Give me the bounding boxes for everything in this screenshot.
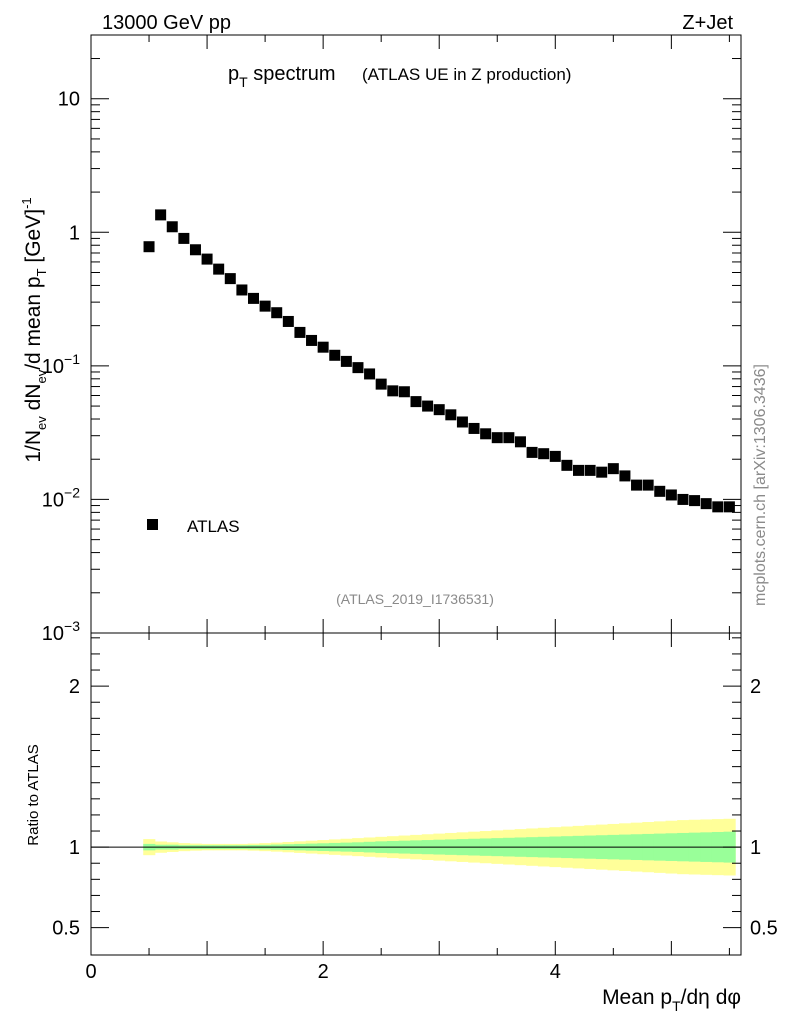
title-main: p xyxy=(228,63,239,85)
data-point xyxy=(561,459,573,471)
upper-panel: 10 1 10−1 10−2 10−3 pT spectrum (ATLAS UE in… xyxy=(19,34,742,645)
lower-panel: 2 2 1 1 0.5 0.5 0 2 4 Ratio to ATLAS Mean pT/dη… xyxy=(25,632,778,1014)
data-point xyxy=(178,232,190,244)
y-tick-label-lower-left: 2 xyxy=(69,676,80,698)
data-point xyxy=(248,292,259,304)
data-points xyxy=(143,209,735,513)
data-point xyxy=(584,464,596,476)
data-point xyxy=(712,501,724,513)
data-point xyxy=(596,466,608,478)
lower-ticks xyxy=(90,633,741,955)
data-point xyxy=(364,368,376,380)
title-sub: T xyxy=(239,74,248,90)
data-point xyxy=(445,409,457,421)
x-tick-label: 0 xyxy=(85,961,96,983)
data-point xyxy=(677,493,689,505)
data-point xyxy=(329,349,341,361)
data-point xyxy=(456,416,468,428)
x-tick-label: 2 xyxy=(318,961,329,983)
plot-subtitle: (ATLAS UE in Z production) xyxy=(362,65,571,84)
data-point xyxy=(375,378,387,390)
data-point xyxy=(387,385,399,397)
data-point xyxy=(538,448,550,460)
data-point xyxy=(143,241,155,253)
data-point xyxy=(491,432,503,444)
data-point xyxy=(514,436,526,448)
y-tick-label-lower-right: 0.5 xyxy=(750,918,778,940)
data-point xyxy=(306,334,318,346)
y-tick-label-upper: 10 xyxy=(58,89,80,111)
data-point xyxy=(665,489,677,501)
legend-marker xyxy=(147,519,158,530)
data-point xyxy=(631,479,643,491)
upper-y-axis-title: 1/Nev dNev/d mean pT [GeV]-1 xyxy=(19,197,49,462)
data-point xyxy=(340,355,352,367)
data-point xyxy=(573,464,584,476)
upper-frame xyxy=(90,34,742,634)
legend-label: ATLAS xyxy=(187,517,240,536)
upper-y-tick-labels: 10 1 10−1 10−2 10−3 xyxy=(42,89,80,645)
data-point xyxy=(689,495,701,507)
data-point xyxy=(549,450,561,462)
data-point xyxy=(271,307,283,319)
data-point xyxy=(607,463,619,475)
data-point xyxy=(503,432,515,444)
data-point xyxy=(224,273,236,285)
data-point xyxy=(166,221,178,233)
process-label: Z+Jet xyxy=(682,12,733,34)
data-point xyxy=(294,326,306,338)
title-word: spectrum xyxy=(248,63,336,85)
energy-label: 13000 GeV pp xyxy=(102,12,231,34)
x-axis-title: Mean pT/dη dφ xyxy=(602,986,741,1014)
upper-ticks xyxy=(90,34,741,634)
data-point xyxy=(189,244,201,256)
y-tick-label-upper: 1 xyxy=(69,222,80,244)
y-tick-label-lower-left: 1 xyxy=(69,837,80,859)
data-point xyxy=(422,400,434,412)
mcplots-side-label: mcplots.cern.ch [arXiv:1306.3436] xyxy=(752,364,769,606)
data-point xyxy=(282,315,294,327)
lower-frame xyxy=(90,632,742,956)
x-tick-labels: 0 2 4 xyxy=(85,961,560,983)
data-point xyxy=(700,498,712,510)
data-point xyxy=(480,428,492,440)
data-point xyxy=(155,209,167,221)
data-point xyxy=(642,479,654,491)
data-point xyxy=(433,404,445,416)
data-point xyxy=(352,362,364,374)
data-point xyxy=(398,386,410,398)
data-point xyxy=(526,446,538,458)
data-point xyxy=(619,470,631,482)
y-tick-label-upper: 10−2 xyxy=(42,484,80,511)
lower-y-tick-labels: 2 2 1 1 0.5 0.5 xyxy=(52,676,778,940)
data-point xyxy=(410,396,422,408)
y-tick-label-lower-right: 2 xyxy=(750,676,761,698)
data-point xyxy=(723,501,735,513)
data-point xyxy=(317,341,329,353)
plot-title: pT spectrum xyxy=(228,63,336,90)
data-point xyxy=(213,263,225,275)
x-tick-label: 4 xyxy=(550,961,561,983)
lower-y-axis-title: Ratio to ATLAS xyxy=(25,744,42,845)
data-point xyxy=(468,422,480,434)
analysis-id-label: (ATLAS_2019_I1736531) xyxy=(336,591,494,607)
y-tick-label-lower-right: 1 xyxy=(750,837,761,859)
y-tick-label-lower-left: 0.5 xyxy=(52,918,80,940)
y-tick-label-upper: 10−1 xyxy=(42,351,80,378)
data-point xyxy=(259,300,271,312)
data-point xyxy=(201,253,213,265)
y-tick-label-upper: 10−3 xyxy=(42,618,80,645)
data-point xyxy=(236,284,248,296)
data-point xyxy=(654,485,666,497)
